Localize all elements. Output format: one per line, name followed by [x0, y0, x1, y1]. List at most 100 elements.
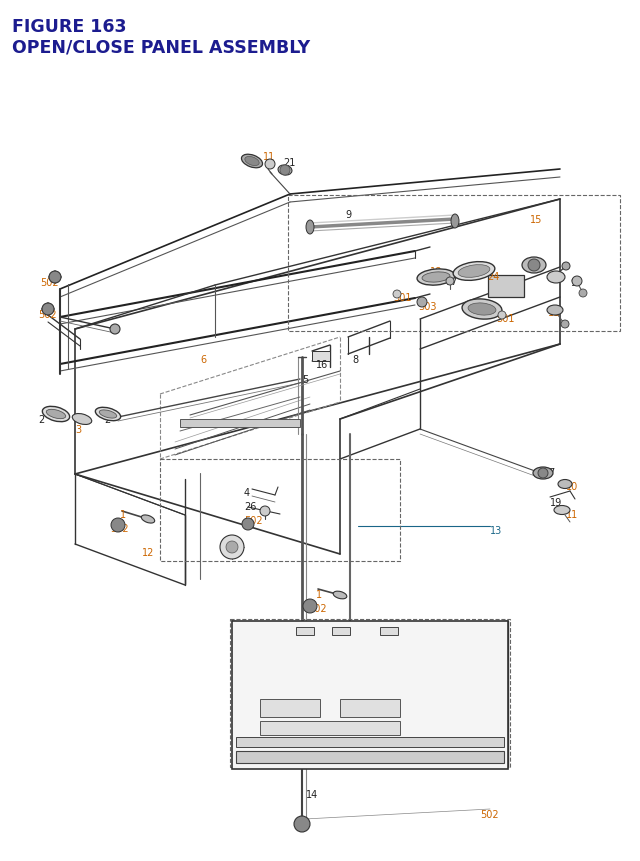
- Ellipse shape: [417, 269, 455, 286]
- Text: 14: 14: [306, 789, 318, 799]
- Text: 502: 502: [40, 278, 59, 288]
- Bar: [380, 628, 398, 635]
- Ellipse shape: [422, 273, 450, 282]
- Text: 26: 26: [244, 501, 257, 511]
- Text: 502: 502: [110, 523, 129, 533]
- Text: 22: 22: [466, 263, 479, 274]
- Bar: [288, 195, 620, 331]
- Circle shape: [538, 468, 548, 479]
- Text: 502: 502: [244, 516, 262, 525]
- Text: 27: 27: [530, 260, 543, 269]
- Text: 13: 13: [490, 525, 502, 536]
- Ellipse shape: [558, 480, 572, 489]
- Bar: [332, 628, 350, 635]
- Ellipse shape: [46, 410, 66, 419]
- Ellipse shape: [533, 468, 553, 480]
- Ellipse shape: [141, 516, 155, 523]
- Ellipse shape: [278, 165, 292, 176]
- Ellipse shape: [306, 220, 314, 235]
- Ellipse shape: [468, 304, 496, 316]
- Ellipse shape: [522, 257, 546, 274]
- Ellipse shape: [458, 265, 490, 278]
- Text: 20: 20: [243, 155, 255, 164]
- Text: 11: 11: [263, 152, 275, 162]
- Circle shape: [446, 278, 454, 286]
- Ellipse shape: [42, 407, 70, 422]
- Circle shape: [265, 160, 275, 170]
- Text: FIGURE 163: FIGURE 163: [12, 18, 127, 36]
- Bar: [236, 751, 504, 763]
- Ellipse shape: [451, 214, 459, 229]
- Circle shape: [220, 536, 244, 560]
- Circle shape: [111, 518, 125, 532]
- Text: 3: 3: [75, 424, 81, 435]
- Text: 25: 25: [475, 306, 488, 316]
- Text: 4: 4: [244, 487, 250, 498]
- Circle shape: [393, 291, 401, 299]
- Text: 501: 501: [496, 313, 515, 324]
- Text: 21: 21: [283, 158, 296, 168]
- Text: 16: 16: [316, 360, 328, 369]
- Circle shape: [110, 325, 120, 335]
- Circle shape: [303, 599, 317, 613]
- Bar: [230, 619, 510, 767]
- Circle shape: [498, 312, 506, 319]
- Bar: [488, 276, 524, 298]
- Circle shape: [562, 263, 570, 270]
- Text: 18: 18: [430, 267, 442, 276]
- Ellipse shape: [554, 506, 570, 515]
- Text: 1: 1: [316, 589, 322, 599]
- Text: 502: 502: [308, 604, 326, 613]
- Ellipse shape: [95, 408, 121, 421]
- Text: 8: 8: [352, 355, 358, 364]
- Circle shape: [572, 276, 582, 287]
- Text: 12: 12: [142, 548, 154, 557]
- Circle shape: [417, 298, 427, 307]
- Circle shape: [294, 816, 310, 832]
- Text: 2: 2: [104, 414, 110, 424]
- Text: 502: 502: [480, 809, 499, 819]
- Ellipse shape: [245, 158, 259, 166]
- Text: OPEN/CLOSE PANEL ASSEMBLY: OPEN/CLOSE PANEL ASSEMBLY: [12, 38, 310, 56]
- Text: 10: 10: [566, 481, 579, 492]
- Ellipse shape: [241, 155, 262, 169]
- Text: 501: 501: [393, 293, 412, 303]
- Text: 15: 15: [530, 214, 542, 225]
- Text: 11: 11: [548, 307, 560, 318]
- Text: 503: 503: [418, 301, 436, 312]
- Ellipse shape: [453, 263, 495, 281]
- Text: 7: 7: [548, 468, 554, 478]
- Circle shape: [226, 542, 238, 554]
- Circle shape: [528, 260, 540, 272]
- Ellipse shape: [547, 272, 565, 283]
- Bar: [160, 460, 400, 561]
- Circle shape: [579, 289, 587, 298]
- Text: 24: 24: [487, 272, 499, 282]
- Ellipse shape: [72, 414, 92, 425]
- Bar: [312, 351, 330, 362]
- Bar: [232, 622, 508, 769]
- Text: 9: 9: [570, 278, 576, 288]
- Ellipse shape: [99, 411, 116, 418]
- Ellipse shape: [333, 592, 347, 599]
- Text: 11: 11: [566, 510, 579, 519]
- Bar: [236, 737, 504, 747]
- Bar: [260, 722, 400, 735]
- Bar: [340, 699, 400, 717]
- Text: 1: 1: [120, 510, 126, 519]
- Bar: [260, 699, 320, 717]
- Text: 19: 19: [550, 498, 563, 507]
- Ellipse shape: [547, 306, 563, 316]
- Bar: [180, 419, 300, 428]
- Text: 6: 6: [200, 355, 206, 364]
- Text: 502: 502: [38, 310, 56, 319]
- Bar: [296, 628, 314, 635]
- Circle shape: [561, 320, 569, 329]
- Circle shape: [280, 166, 290, 176]
- Ellipse shape: [462, 300, 502, 319]
- Text: 9: 9: [345, 210, 351, 220]
- Text: 17: 17: [446, 276, 458, 287]
- Text: 23: 23: [548, 272, 561, 282]
- Circle shape: [42, 304, 54, 316]
- Text: 5: 5: [302, 375, 308, 385]
